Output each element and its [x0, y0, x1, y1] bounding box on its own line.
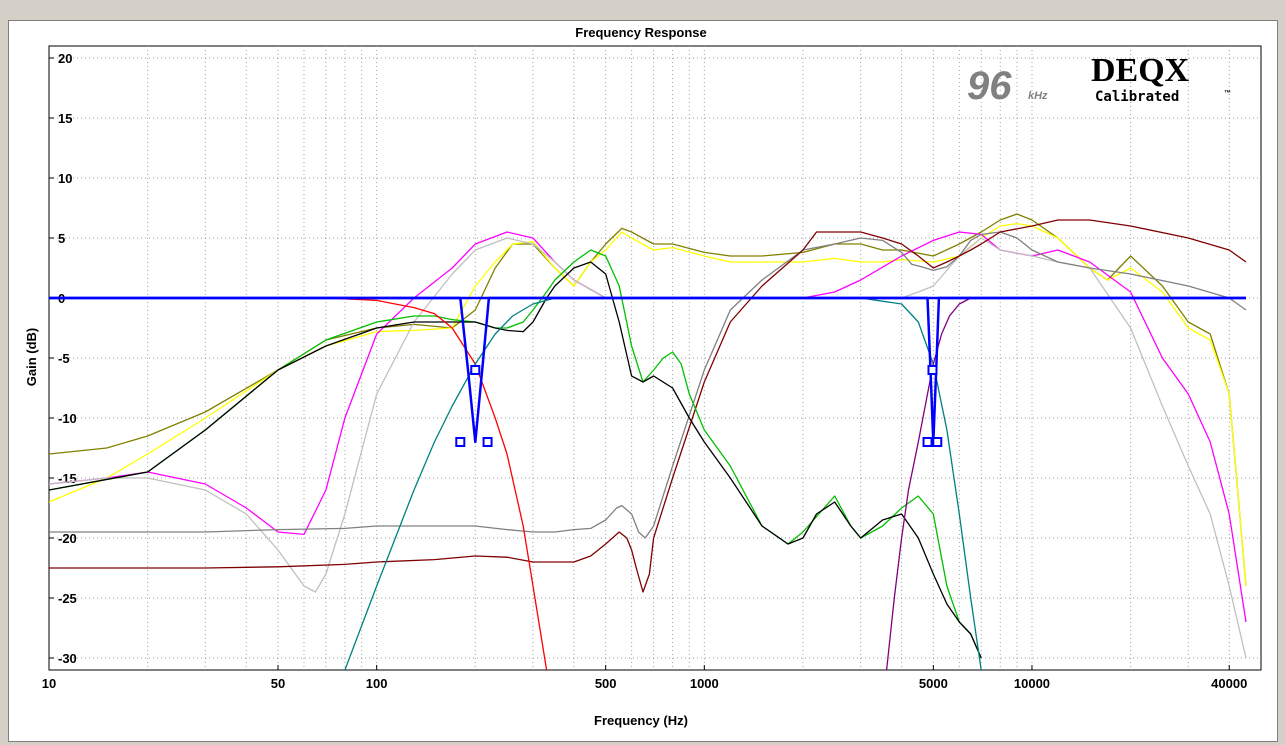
x-tick-label: 10 — [42, 676, 56, 691]
filter-handle-1-0[interactable] — [922, 437, 933, 447]
logo-sample-rate: 96 — [967, 64, 1012, 108]
x-tick-label: 5000 — [919, 676, 948, 691]
frequency-response-chart: Frequency Response 20 15 10 50 -5 -10 -15 -20 -2… — [24, 25, 1262, 728]
chart-title: Frequency Response — [575, 25, 707, 40]
x-tick-label: 1000 — [690, 676, 719, 691]
filter-handle-0-0[interactable] — [455, 437, 466, 447]
y-tick-label: 10 — [58, 171, 72, 186]
series-line-5 — [49, 219, 1247, 593]
filter-handle-0-2[interactable] — [482, 437, 493, 447]
x-tick-label: 50 — [271, 676, 285, 691]
y-tick-label: 20 — [58, 51, 72, 66]
x-tick-label: 100 — [366, 676, 388, 691]
logo-trademark: ™ — [1224, 90, 1231, 97]
filter-handles[interactable] — [455, 365, 943, 447]
x-tick-label: 40000 — [1211, 676, 1247, 691]
series-line-7 — [49, 261, 982, 659]
y-tick-label: -30 — [58, 651, 77, 666]
x-tick-label: 10000 — [1014, 676, 1050, 691]
y-axis-label: Gain (dB) — [24, 328, 39, 387]
y-tick-label: -5 — [58, 351, 70, 366]
y-tick-label: 15 — [58, 111, 72, 126]
y-tick-label: -25 — [58, 591, 77, 606]
chart-frame: Frequency Response 20 15 10 5 0 -5 -10 -15 -20 -2… — [8, 20, 1278, 742]
y-tick-label: -10 — [58, 411, 77, 426]
series-line-4 — [49, 231, 1247, 539]
y-tick-label: -20 — [58, 531, 77, 546]
y-tick-label: 5 — [58, 231, 65, 246]
filter-handle-0-1[interactable] — [470, 365, 481, 375]
logo-calibrated: Calibrated — [1095, 89, 1179, 105]
x-tick-label: 500 — [595, 676, 617, 691]
logo-brand: DEQX — [1091, 52, 1190, 89]
y-tick-label: -15 — [58, 471, 77, 486]
filter-handle-1-2[interactable] — [932, 437, 943, 447]
plot-area — [48, 45, 1262, 671]
logo-sample-rate-unit: kHz — [1028, 90, 1048, 102]
series-lines — [49, 213, 1247, 670]
grid-lines — [49, 46, 1261, 670]
x-tick-labels: 10 50 100 500 1000 5000 10000 40000 — [42, 665, 1247, 691]
filter-handle-1-1[interactable] — [927, 365, 938, 375]
deqx-logo: 96 kHz DEQX Calibrated ™ — [967, 52, 1231, 108]
series-line-1 — [49, 222, 1247, 587]
x-axis-label: Frequency (Hz) — [594, 713, 688, 728]
